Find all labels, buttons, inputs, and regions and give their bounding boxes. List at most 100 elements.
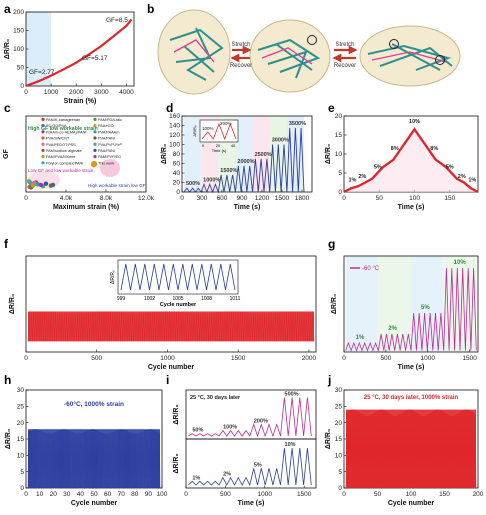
chart-c-xtick-label: 0 bbox=[24, 195, 28, 202]
chart-g-xtick-label: 1500 bbox=[462, 355, 477, 362]
chart-c-legend-marker bbox=[41, 161, 45, 165]
chart-h-ytick-label: 30 bbox=[17, 387, 25, 394]
recover-label-1: Recover bbox=[230, 63, 252, 69]
chart-c-legend-marker bbox=[93, 130, 97, 134]
chart-i-bottom-step-label: 10% bbox=[285, 442, 296, 448]
chart-e-annotation: 8% bbox=[391, 146, 399, 152]
chart-j-series-line bbox=[345, 409, 477, 489]
chart-i-xtick-label: 0 bbox=[184, 491, 188, 498]
chart-i-bottom-series-line bbox=[188, 448, 312, 487]
chart-c-ylabel: GF bbox=[3, 148, 10, 158]
chart-f-inset-xtick-label: 1011 bbox=[230, 296, 241, 302]
chart-a-xlabel: Strain (%) bbox=[64, 98, 97, 105]
chart-c-legend-marker bbox=[41, 124, 45, 128]
chart-d-inset-frame bbox=[199, 119, 239, 143]
chart-f-xtick-label: 1000 bbox=[160, 355, 175, 362]
chart-f: 0 500 1000 1500 2000 Cycle number ΔR/R₀ 999 1002… bbox=[9, 255, 317, 371]
chart-g-xtick-label: 500 bbox=[380, 355, 391, 362]
chart-c-legend-entry: PAM/PVP/EG bbox=[98, 155, 121, 159]
chart-c-annotation-high-gf: High GF low workable strain bbox=[28, 126, 98, 132]
break-marker-2 bbox=[389, 39, 399, 49]
recover-label-2: Recover bbox=[334, 63, 356, 69]
chart-i-ylabel-top: ΔR/R₀ bbox=[173, 404, 180, 424]
chart-e-annotation: 2% bbox=[458, 174, 466, 180]
chart-d-inset-xtick-label: 40 bbox=[231, 144, 235, 148]
panel-label-f: f bbox=[4, 237, 9, 251]
chart-d-ytick-label: 80 bbox=[173, 151, 181, 158]
chart-c-legend-entry: PC/GO/PVA bbox=[46, 124, 67, 128]
chart-g-step-label: 1% bbox=[356, 335, 365, 341]
chart-c-annotation-high-strain: High workable strain low GF bbox=[88, 183, 146, 188]
chart-c-legend-marker bbox=[41, 148, 45, 152]
chart-f-inset-xlabel: Cycle number bbox=[160, 302, 197, 308]
chart-d-inset-xtick-label: 20 bbox=[216, 144, 220, 148]
chart-g-xtick-label: 1000 bbox=[421, 355, 436, 362]
chart-g: 0 500 1000 1500 Time (s) ΔR/R₀ 1% 2% 5% 10% -60 °C bbox=[331, 255, 479, 371]
chart-g-step-label: 2% bbox=[388, 326, 397, 332]
chart-e-xtick-label: 150 bbox=[444, 195, 455, 202]
chart-h-ytick-label: 15 bbox=[17, 436, 25, 443]
chart-g-frame bbox=[343, 255, 479, 353]
panel-label-e: e bbox=[328, 101, 335, 115]
chart-a-ytick-label: 200 bbox=[13, 9, 24, 16]
chart-c-annotation-low: Low GF and low workable strain bbox=[28, 168, 94, 173]
panel-label-g: g bbox=[328, 237, 335, 251]
chart-g-xtick-label: 0 bbox=[342, 355, 346, 362]
chart-j-ytick-label: 10 bbox=[335, 453, 343, 460]
chart-a-xtick-label: 0 bbox=[24, 89, 28, 96]
chart-i-xtick-label: 500 bbox=[220, 491, 231, 498]
break-marker-1 bbox=[307, 35, 317, 45]
chart-c-point bbox=[43, 181, 49, 186]
chart-a-xtick-label: 1000 bbox=[44, 89, 59, 96]
chart-e-ytick-label: 20 bbox=[335, 113, 343, 120]
chart-e-ytick-label: 0 bbox=[338, 189, 342, 196]
conductive-paths-overstretched bbox=[371, 51, 447, 63]
chart-d-step-background bbox=[235, 116, 253, 192]
chart-d-ylabel: ΔR/R₀ bbox=[161, 144, 168, 164]
chart-d-inset-xtick-label: 0 bbox=[202, 144, 204, 148]
chart-e-ytick-label: 10 bbox=[335, 151, 343, 158]
chart-c-legend-entry: P(AAm-co-HEMA)/PANI bbox=[46, 130, 86, 134]
chart-j-ylabel: ΔR/R₀ bbox=[325, 429, 332, 449]
chart-a-annotation: GF=5.17 bbox=[82, 55, 108, 62]
panel-label-i: i bbox=[166, 373, 169, 387]
chart-d-step-label: 1500% bbox=[220, 168, 237, 174]
chart-c-legend-entry: PAM/PVA/MXene bbox=[46, 155, 75, 159]
chart-j-xtick-label: 200 bbox=[473, 491, 484, 498]
chart-h-ytick-label: 0 bbox=[20, 485, 24, 492]
chart-d-xtick-label: 1500 bbox=[275, 195, 290, 202]
chart-c-legend-entry: PAM/K-carrageenan bbox=[46, 118, 80, 122]
chart-e-annotation: 5% bbox=[446, 165, 454, 171]
chart-d-xtick-label: 600 bbox=[217, 195, 228, 202]
chart-c: 0 4.0k 8.0k 12.0k Maximum strain (%) GF PAM/K-… bbox=[3, 115, 155, 211]
chart-h-legend-entry: -60°C, 1000% strain bbox=[64, 400, 124, 408]
chart-a-series-line bbox=[25, 18, 133, 88]
chart-d-ytick-label: 0 bbox=[176, 189, 180, 196]
chart-g-step-background bbox=[345, 256, 379, 352]
chart-c-legend-entry: PAM/sodium alginate bbox=[46, 149, 82, 153]
chart-j-ytick-label: 25 bbox=[335, 404, 343, 411]
chart-c-point bbox=[27, 180, 33, 185]
chart-i-xlabel: Time (s) bbox=[238, 500, 265, 507]
chart-d-step-label: 500% bbox=[186, 181, 200, 187]
chart-h-xlabel: Cycle number bbox=[71, 500, 118, 507]
chart-f-ylabel: ΔR/R₀ bbox=[9, 294, 16, 314]
chart-c-legend-entry: Polyion complex/PANI bbox=[46, 161, 83, 165]
chart-d-xtick-label: 1200 bbox=[255, 195, 270, 202]
chart-h-ytick-label: 20 bbox=[17, 420, 25, 427]
chart-d-xlabel: Time (s) bbox=[234, 204, 261, 211]
chart-a-ylabel: ΔR/R₀ bbox=[4, 39, 11, 59]
stretch-label-1: Stretch bbox=[231, 42, 250, 48]
chart-d-ytick-label: 40 bbox=[173, 170, 181, 177]
chart-j: 0 50 100 150 200 0 5 10 15 20 25 30 Cycle number ΔR/R… bbox=[325, 387, 484, 507]
chart-f-inset-ylabel: ΔR/R₀ bbox=[110, 270, 116, 284]
chart-c-legend-marker bbox=[93, 148, 97, 152]
chart-j-xtick-label: 150 bbox=[439, 491, 450, 498]
chart-d-step-background bbox=[286, 116, 304, 192]
chart-c-legend-entry: PAM/PDA-talc bbox=[98, 118, 122, 122]
chart-j-ytick-label: 15 bbox=[335, 436, 343, 443]
chart-h-xtick-label: 90 bbox=[145, 491, 153, 498]
chart-a-ytick-label: 150 bbox=[13, 28, 24, 35]
chart-f-inset-series-line bbox=[120, 263, 236, 291]
